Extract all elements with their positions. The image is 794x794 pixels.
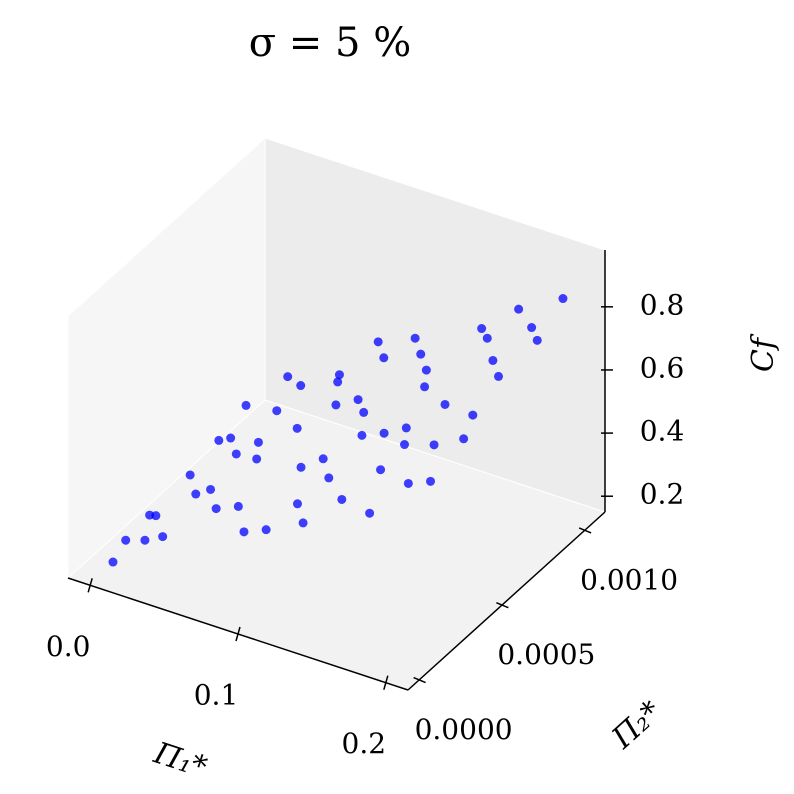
data-point (353, 395, 363, 405)
data-point (226, 433, 236, 443)
data-point (468, 410, 478, 420)
data-point (191, 489, 201, 499)
z-tick-label: 0.6 (640, 351, 685, 384)
data-point (333, 377, 343, 387)
data-point (318, 454, 328, 464)
y-tick-label: 0.0010 (580, 563, 678, 596)
data-point (252, 454, 262, 464)
data-point (214, 435, 224, 445)
data-point (379, 353, 389, 363)
data-point (401, 423, 411, 433)
data-point (421, 365, 431, 375)
data-point (426, 476, 436, 486)
y-tick (578, 527, 592, 534)
x-tick (383, 675, 389, 690)
data-point (272, 406, 282, 416)
data-point (151, 511, 161, 521)
z-axis-label: Cf (746, 333, 781, 372)
data-point (331, 400, 341, 410)
data-point (211, 504, 221, 514)
data-point (334, 370, 344, 380)
data-point (283, 372, 293, 382)
data-point (429, 440, 439, 450)
data-point (261, 525, 271, 535)
data-point (241, 400, 251, 410)
data-point (558, 294, 568, 304)
x-tick-label: 0.2 (342, 727, 387, 760)
data-point (337, 494, 347, 504)
data-point (403, 478, 413, 488)
data-point (477, 324, 487, 334)
data-point (494, 371, 504, 381)
data-point (532, 335, 542, 345)
y-tick (496, 602, 509, 609)
data-point (514, 304, 524, 314)
data-point (365, 508, 375, 518)
z-tick-label: 0.8 (640, 288, 685, 321)
y-tick (413, 676, 426, 684)
data-point (292, 423, 302, 433)
y-axis-line (407, 511, 606, 691)
data-point (357, 430, 367, 440)
data-point (108, 557, 118, 567)
data-point (410, 333, 420, 343)
data-point (140, 535, 150, 545)
data-point (292, 499, 302, 509)
x-tick-label: 0.0 (46, 630, 91, 663)
data-point (296, 381, 306, 391)
data-point (239, 527, 249, 537)
z-tick-label: 0.2 (640, 478, 685, 511)
x-axis-label: Π₁* (149, 735, 211, 785)
y-axis-label: Π₂* (605, 694, 669, 756)
data-point (231, 449, 241, 459)
data-point (400, 440, 410, 450)
data-point (440, 399, 450, 409)
z-tick-label: 0.4 (640, 415, 685, 448)
data-point (158, 532, 168, 542)
x-tick (235, 626, 241, 642)
data-point (121, 535, 131, 545)
data-point (253, 437, 263, 447)
x-tick (87, 578, 93, 593)
data-point (416, 349, 426, 359)
data-point (459, 434, 469, 444)
x-tick-label: 0.1 (194, 679, 239, 712)
data-point (206, 484, 216, 494)
data-point (488, 355, 498, 365)
data-point (527, 323, 537, 333)
y-tick-label: 0.0005 (497, 638, 595, 671)
y-tick-label: 0.0000 (415, 713, 513, 746)
data-point (373, 337, 383, 347)
data-point (376, 465, 386, 475)
data-point (482, 333, 492, 343)
data-point (233, 501, 243, 511)
data-point (359, 407, 369, 417)
data-point (324, 473, 334, 483)
data-point (379, 428, 389, 438)
data-point (420, 382, 430, 392)
chart-title: σ = 5 % (249, 20, 411, 66)
data-point (298, 518, 308, 528)
data-point (296, 462, 306, 472)
data-point (185, 470, 195, 480)
